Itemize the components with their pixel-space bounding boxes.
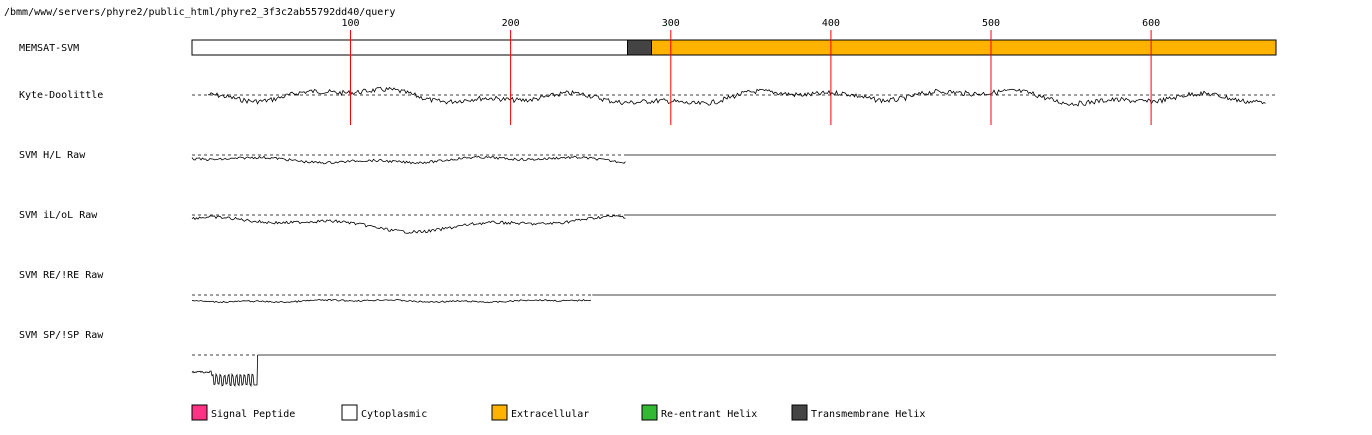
- legend-label-transmembrane-helix: Transmembrane Helix: [811, 409, 925, 420]
- track-label-svm-re: SVM RE/!RE Raw: [19, 270, 104, 281]
- memsat-topology-bar: [191, 39, 1277, 56]
- memsat-segment-extracellular: [651, 39, 1277, 56]
- sp-trace: [191, 354, 258, 388]
- memsat-segment-cytoplasmic: [191, 39, 628, 56]
- tick-label-600: 600: [1142, 18, 1160, 29]
- legend-item-reentrant-helix: Re-entrant Helix: [641, 404, 757, 421]
- track-label-svm-il-ol: SVM iL/oL Raw: [19, 210, 98, 221]
- track-label-memsat: MEMSAT-SVM: [19, 43, 79, 54]
- legend-item-transmembrane-helix: Transmembrane Helix: [791, 404, 925, 421]
- track-label-svm-hl: SVM H/L Raw: [19, 150, 86, 161]
- legend-label-reentrant-helix: Re-entrant Helix: [661, 409, 757, 420]
- legend-item-cytoplasmic: Cytoplasmic: [341, 404, 427, 421]
- position-gridlines: [350, 30, 1152, 125]
- legend-swatch-signal-peptide: [191, 404, 208, 421]
- tick-label-300: 300: [662, 18, 680, 29]
- profile-traces: [191, 86, 1276, 388]
- legend-label-signal-peptide: Signal Peptide: [211, 409, 295, 420]
- track-label-svm-sp: SVM SP/!SP Raw: [19, 330, 104, 341]
- file-path: /bmm/www/servers/phyre2/public_html/phyr…: [4, 7, 395, 18]
- legend-swatch-reentrant-helix: [641, 404, 658, 421]
- legend-label-extracellular: Extracellular: [511, 409, 589, 420]
- legend-swatch-cytoplasmic: [341, 404, 358, 421]
- tick-label-200: 200: [502, 18, 520, 29]
- tick-label-500: 500: [982, 18, 1000, 29]
- tick-label-400: 400: [822, 18, 840, 29]
- il-trace: [191, 214, 626, 234]
- hl-trace: [191, 155, 626, 165]
- legend-swatch-extracellular: [491, 404, 508, 421]
- legend: Signal Peptide Cytoplasmic Extracellular…: [191, 404, 925, 421]
- legend-item-signal-peptide: Signal Peptide: [191, 404, 295, 421]
- kd-trace: [207, 86, 1266, 107]
- track-label-kyte-doolittle: Kyte-Doolittle: [19, 90, 103, 101]
- legend-item-extracellular: Extracellular: [491, 404, 589, 421]
- legend-label-cytoplasmic: Cytoplasmic: [361, 409, 427, 420]
- memsat-segment-transmembrane: [627, 39, 652, 56]
- legend-swatch-transmembrane-helix: [791, 404, 808, 421]
- tick-label-100: 100: [341, 18, 359, 29]
- position-axis: 100 200 300 400 500 600: [341, 18, 1160, 29]
- re-trace: [191, 298, 592, 304]
